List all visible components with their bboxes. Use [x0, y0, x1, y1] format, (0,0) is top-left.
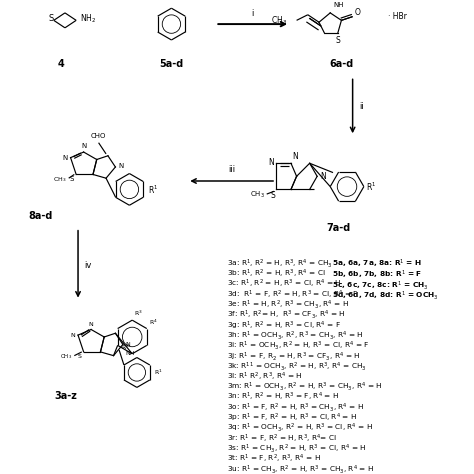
Text: 3d:  R$^1$ = F, R$^2$ = H, R$^3$ = Cl, R$^4$ = F: 3d: R$^1$ = F, R$^2$ = H, R$^3$ = Cl, R$…: [228, 288, 359, 301]
Text: 7a-d: 7a-d: [327, 223, 351, 233]
Text: S: S: [335, 36, 340, 45]
Text: CHO: CHO: [91, 133, 106, 139]
Text: 3p: R$^1$ = F, R$^2$ = H, R$^3$ = Cl, R$^4$ = H: 3p: R$^1$ = F, R$^2$ = H, R$^3$ = Cl, R$…: [228, 412, 358, 424]
Text: 3m: R$^1$ = OCH$_3$, R$^2$ = H, R$^3$ = CH$_3$, R$^4$ = H: 3m: R$^1$ = OCH$_3$, R$^2$ = H, R$^3$ = …: [228, 381, 383, 393]
Text: 3h: R$^1$ = OCH$_3$, R$^2$, R$^3$ = CH$_3$, R$^4$ = H: 3h: R$^1$ = OCH$_3$, R$^2$, R$^3$ = CH$_…: [228, 329, 364, 342]
Text: 3c: R$^1$, R$^2$ = H, R$^3$ = Cl, R$^4$ = H: 3c: R$^1$, R$^2$ = H, R$^3$ = Cl, R$^4$ …: [228, 278, 342, 291]
Text: N: N: [89, 322, 93, 327]
Text: 3b: R$^1$, R$^2$ = H, R$^3$, R$^4$ = Cl: 3b: R$^1$, R$^2$ = H, R$^3$, R$^4$ = Cl: [228, 268, 326, 280]
Text: 3l: R$^1$ R$^2$, R$^3$, R$^4$ = H: 3l: R$^1$ R$^2$, R$^3$, R$^4$ = H: [228, 371, 303, 383]
Text: · HBr: · HBr: [388, 12, 407, 21]
Text: N: N: [126, 342, 130, 347]
Text: S: S: [78, 354, 82, 359]
Text: O: O: [355, 9, 360, 18]
Text: N: N: [292, 152, 298, 161]
Text: N: N: [71, 333, 75, 337]
Text: 3q: R$^1$ = OCH$_3$, R$^2$ = H, R$^3$ = Cl, R$^4$ = H: 3q: R$^1$ = OCH$_3$, R$^2$ = H, R$^3$ = …: [228, 422, 374, 435]
Text: 5b, 6b, 7b, 8b: R$^1$ = F: 5b, 6b, 7b, 8b: R$^1$ = F: [332, 268, 422, 281]
Text: R$^4$: R$^4$: [149, 318, 157, 327]
Text: R$^3$: R$^3$: [134, 309, 143, 319]
Text: 3k: R$^{11}$ = OCH$_3$, R$^2$ = H, R$^3$, R$^4$ = CH$_3$: 3k: R$^{11}$ = OCH$_3$, R$^2$ = H, R$^3$…: [228, 360, 367, 373]
Text: iii: iii: [228, 165, 235, 174]
Text: N: N: [118, 163, 123, 169]
Text: 3j: R$^1$ = F, R$_2$ = H, R$^3$ = CF$_3$, R$^4$ = H: 3j: R$^1$ = F, R$_2$ = H, R$^3$ = CF$_3$…: [228, 350, 361, 363]
Text: 3u: R$^1$ = CH$_3$, R$^2$ = H, R$^3$ = CH$_3$, R$^4$ = H: 3u: R$^1$ = CH$_3$, R$^2$ = H, R$^3$ = C…: [228, 463, 375, 474]
Text: NH$_2$: NH$_2$: [80, 12, 96, 25]
Text: CH$_3$: CH$_3$: [60, 352, 73, 361]
Text: 3g: R$^1$, R$^2$ = H, R$^3$ = Cl, R$^4$ = F: 3g: R$^1$, R$^2$ = H, R$^3$ = Cl, R$^4$ …: [228, 319, 342, 331]
Text: 3t: R$^1$ = F, R$^2$, R$^3$, R$^4$ = H: 3t: R$^1$ = F, R$^2$, R$^3$, R$^4$ = H: [228, 453, 321, 465]
Text: 4: 4: [58, 59, 64, 69]
Text: R$^1$: R$^1$: [148, 183, 158, 196]
Text: R$^2$: R$^2$: [121, 343, 129, 352]
Text: 3n: R$^1$, R$^2$ = H, R$^3$ = F, R$^4$ = H: 3n: R$^1$, R$^2$ = H, R$^3$ = F, R$^4$ =…: [228, 391, 340, 403]
Text: S: S: [48, 14, 54, 23]
Text: 3a: R$^1$, R$^2$ = H, R$^3$, R$^4$ = CH$_3$: 3a: R$^1$, R$^2$ = H, R$^3$, R$^4$ = CH$…: [228, 257, 333, 270]
Text: i: i: [252, 9, 254, 18]
Text: NH: NH: [333, 2, 344, 8]
Text: 3o: R$^1$ = F, R$^2$ = H, R$^3$ = CH$_3$, R$^4$ = H: 3o: R$^1$ = F, R$^2$ = H, R$^3$ = CH$_3$…: [228, 401, 365, 414]
Text: 3s: R$^1$ = CH$_3$, R$^2$ = H, R$^3$ = Cl, R$^4$ = H: 3s: R$^1$ = CH$_3$, R$^2$ = H, R$^3$ = C…: [228, 443, 367, 455]
Text: 5c, 6c, 7c, 8c: R$^1$ = CH$_3$: 5c, 6c, 7c, 8c: R$^1$ = CH$_3$: [332, 279, 429, 292]
Text: R$^1$: R$^1$: [154, 368, 163, 377]
Text: CH$_3$: CH$_3$: [54, 175, 67, 183]
Text: 5a-d: 5a-d: [159, 59, 183, 69]
Text: 3a-z: 3a-z: [55, 391, 77, 401]
Text: S: S: [270, 191, 275, 201]
Text: NH: NH: [126, 351, 135, 356]
Text: CH$_3$: CH$_3$: [271, 14, 287, 27]
Text: 3f: R$^1$, R$^2$= H,  R$^3$ = CF$_3$, R$^4$ = H: 3f: R$^1$, R$^2$= H, R$^3$ = CF$_3$, R$^…: [228, 309, 346, 321]
Text: R$^1$: R$^1$: [366, 181, 376, 193]
Text: 3r: R$^1$ = F, R$^2$ = H, R$^3$, R$^4$= Cl: 3r: R$^1$ = F, R$^2$ = H, R$^3$, R$^4$= …: [228, 432, 337, 445]
Text: CH$_3$: CH$_3$: [250, 190, 265, 200]
Text: ii: ii: [359, 102, 364, 111]
Text: N: N: [268, 158, 274, 167]
Text: 6a-d: 6a-d: [329, 59, 354, 69]
Text: S: S: [70, 176, 74, 182]
Text: N: N: [81, 143, 86, 149]
Text: N: N: [320, 172, 326, 181]
Text: 8a-d: 8a-d: [28, 211, 53, 221]
Text: 5d, 6d, 7d, 8d: R$^1$ = OCH$_3$: 5d, 6d, 7d, 8d: R$^1$ = OCH$_3$: [332, 290, 438, 302]
Text: 3i: R$^1$ = OCH$_3$, R$^2$ = H, R$^3$ = Cl, R$^4$ = F: 3i: R$^1$ = OCH$_3$, R$^2$ = H, R$^3$ = …: [228, 340, 370, 352]
Text: N: N: [63, 155, 68, 161]
Text: iv: iv: [84, 261, 92, 270]
Text: 5a, 6a, 7a, 8a: R$^1$ = H: 5a, 6a, 7a, 8a: R$^1$ = H: [332, 257, 422, 270]
Text: 3e: R$^1$ = H, R$^2$, R$^3$ = CH$_3$, R$^4$ = H: 3e: R$^1$ = H, R$^2$, R$^3$ = CH$_3$, R$…: [228, 299, 349, 311]
